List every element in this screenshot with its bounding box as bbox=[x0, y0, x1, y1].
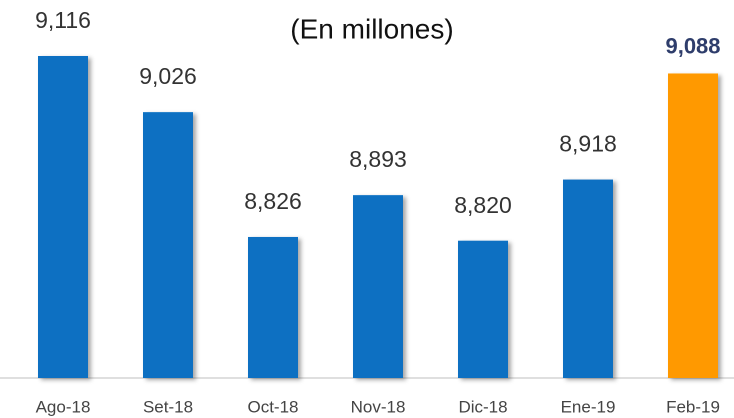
bar bbox=[248, 236, 298, 378]
bar bbox=[353, 195, 403, 378]
bar bbox=[458, 240, 508, 378]
chart-title: (En millones) bbox=[290, 13, 453, 44]
value-label: 8,918 bbox=[559, 131, 617, 157]
x-tick-label: Feb-19 bbox=[666, 397, 720, 416]
value-label: 9,088 bbox=[665, 33, 720, 58]
x-tick-label: Nov-18 bbox=[351, 397, 406, 416]
bar bbox=[668, 73, 718, 378]
value-label: 9,116 bbox=[35, 7, 91, 33]
x-tick-label: Ene-19 bbox=[561, 397, 616, 416]
x-tick-label: Ago-18 bbox=[36, 397, 91, 416]
x-tick-label: Set-18 bbox=[143, 397, 193, 416]
x-tick-label: Dic-18 bbox=[458, 397, 507, 416]
value-label: 8,820 bbox=[454, 192, 512, 218]
x-tick-label: Oct-18 bbox=[247, 397, 298, 416]
bar bbox=[563, 179, 613, 378]
bar bbox=[38, 55, 88, 378]
value-label: 9,026 bbox=[139, 63, 197, 89]
value-label: 8,893 bbox=[349, 146, 407, 172]
bar bbox=[143, 112, 193, 379]
value-label: 8,826 bbox=[244, 188, 302, 214]
